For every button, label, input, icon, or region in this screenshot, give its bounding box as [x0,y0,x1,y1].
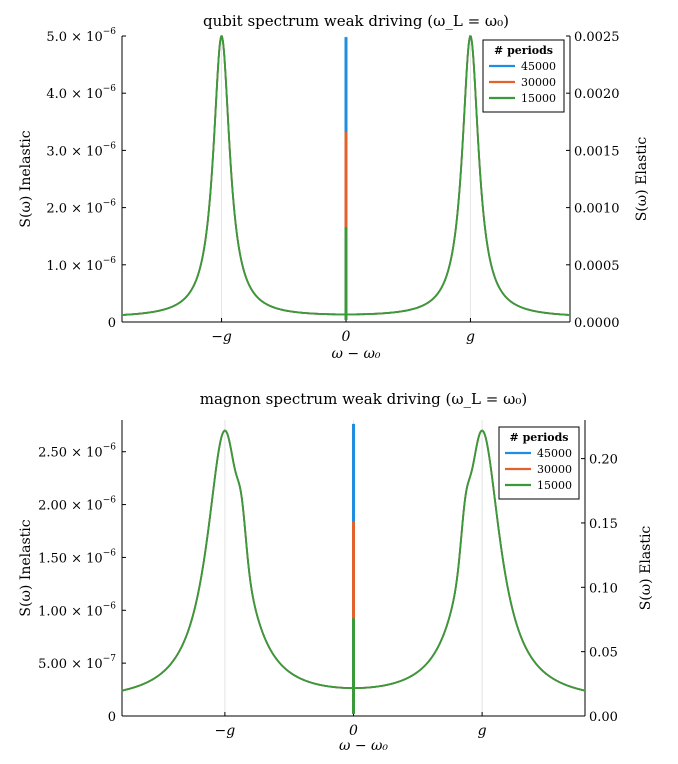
legend-title: # periods [494,44,553,57]
y-axis-label-right: S(ω) Elastic [634,137,650,222]
x-tick-label: g [466,329,475,345]
y-tick-exponent: −7 [103,654,117,664]
y-tick-label-left: 2.50 × 10−6 [38,443,116,461]
y-tick-label-right: 0.0020 [574,87,620,102]
y-tick-label-right: 0.0005 [574,259,620,274]
legend-label: 30000 [537,463,572,476]
y-tick-label-right: 0.00 [589,710,618,725]
legend: # periods 45000 30000 15000 [498,426,580,500]
y-tick-mantissa: 2.50 × 10 [38,446,103,461]
y-axis-label-left: S(ω) Inelastic [18,519,34,616]
y-tick-label-left: 2.0 × 10−6 [46,199,116,217]
x-tick-label: −g [211,329,232,345]
y-tick-exponent: −6 [103,256,117,266]
legend: # periods 45000 30000 15000 [482,39,565,113]
x-tick-label: g [478,723,487,739]
legend-label: 30000 [521,76,556,89]
y-tick-label-left: 3.0 × 10−6 [46,141,116,159]
y-tick-exponent: −6 [103,601,117,611]
y-tick-exponent: −6 [103,27,117,37]
y-tick-exponent: −6 [103,141,117,151]
y-tick-mantissa: 4.0 × 10 [46,87,102,102]
y-tick-label-left: 0 [108,710,116,725]
chart-1: magnon spectrum weak driving (ω_L = ω₀) −… [18,390,654,754]
y-tick-mantissa: 0 [108,710,116,725]
y-axis-label-left: S(ω) Inelastic [18,130,34,227]
y-tick-label-left: 1.00 × 10−6 [38,601,116,619]
y-tick-label-right: 0.0015 [574,144,620,159]
legend-label: 45000 [521,60,556,73]
legend-box [498,426,580,500]
y-tick-exponent: −6 [103,84,117,94]
y-tick-label-left: 2.00 × 10−6 [38,496,116,514]
chart-title: magnon spectrum weak driving (ω_L = ω₀) [200,390,527,408]
x-tick-label: 0 [342,329,351,345]
legend-title: # periods [510,431,569,444]
y-tick-exponent: −6 [103,443,117,453]
y-tick-exponent: −6 [103,199,117,209]
legend-box [482,39,565,113]
y-tick-exponent: −6 [103,548,117,558]
y-tick-label-right: 0.0010 [574,202,620,217]
y-tick-label-left: 0 [108,316,116,331]
y-tick-mantissa: 2.0 × 10 [46,202,102,217]
x-tick-label: −g [215,723,236,739]
y-tick-label-left: 4.0 × 10−6 [46,84,116,102]
y-tick-mantissa: 3.0 × 10 [46,144,102,159]
y-tick-mantissa: 1.0 × 10 [46,259,102,274]
x-tick-label: 0 [349,723,358,739]
chart-title: qubit spectrum weak driving (ω_L = ω₀) [203,12,509,30]
legend-label: 45000 [537,447,572,460]
legend-label: 15000 [537,479,572,492]
y-tick-label-right: 0.20 [589,453,618,468]
legend-label: 15000 [521,92,556,105]
y-tick-mantissa: 5.0 × 10 [46,30,102,45]
chart-0: qubit spectrum weak driving (ω_L = ω₀) −g… [18,12,650,362]
y-tick-mantissa: 2.00 × 10 [38,499,103,514]
y-tick-mantissa: 1.50 × 10 [38,551,103,566]
x-axis-label: ω − ω₀ [331,346,380,362]
y-tick-label-right: 0.15 [589,517,618,532]
y-tick-mantissa: 5.00 × 10 [38,657,103,672]
y-tick-mantissa: 1.00 × 10 [38,604,103,619]
y-tick-label-left: 5.00 × 10−7 [38,654,116,672]
y-tick-label-left: 1.0 × 10−6 [46,256,116,274]
y-tick-label-right: 0.0000 [574,316,620,331]
x-axis-label: ω − ω₀ [339,738,388,754]
y-tick-label-left: 5.0 × 10−6 [46,27,116,45]
y-tick-exponent: −6 [103,496,117,506]
y-tick-label-right: 0.10 [589,581,618,596]
y-axis-label-right: S(ω) Elastic [638,526,654,611]
y-tick-mantissa: 0 [108,316,116,331]
y-tick-label-left: 1.50 × 10−6 [38,548,116,566]
y-tick-label-right: 0.05 [589,646,618,661]
y-tick-label-right: 0.0025 [574,30,620,45]
